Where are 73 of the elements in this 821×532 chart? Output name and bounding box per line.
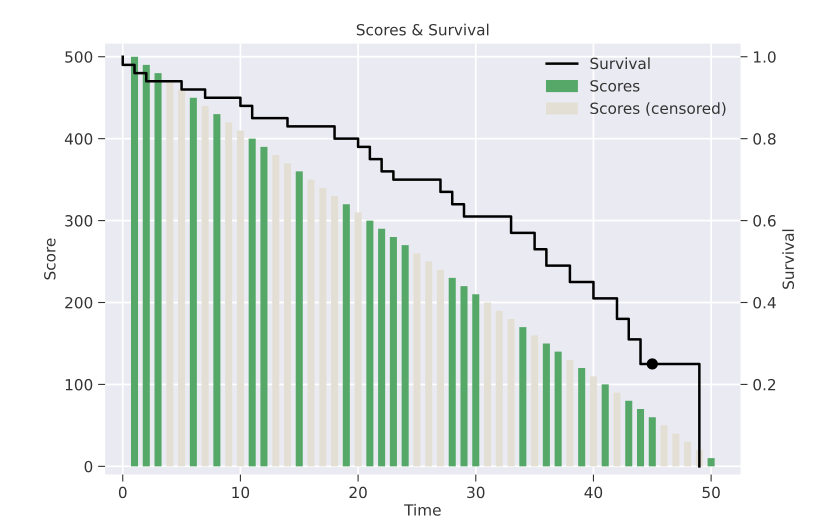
x-tick-label: 0 — [118, 486, 127, 498]
y2-axis-title: Survival — [782, 230, 794, 289]
bar — [213, 114, 220, 466]
bar — [625, 400, 632, 466]
x-tick-label: 20 — [349, 486, 367, 498]
bar — [636, 409, 644, 466]
y2-tick-label: 0.6 — [753, 215, 776, 227]
bar — [448, 278, 456, 466]
chart-title: Scores & Survival — [356, 24, 488, 36]
bar — [708, 458, 715, 466]
y-tick-label: 0 — [84, 460, 92, 472]
bar — [296, 171, 303, 466]
bar — [672, 434, 680, 466]
bar — [613, 392, 621, 466]
bar — [484, 302, 492, 466]
bar — [684, 442, 692, 466]
bar — [342, 204, 350, 466]
y-tick-label: 500 — [65, 51, 92, 63]
bar — [190, 98, 197, 466]
bar — [202, 106, 209, 466]
legend-label: Scores (censored) — [590, 102, 726, 116]
bar — [566, 360, 574, 466]
bar — [154, 73, 162, 466]
bar — [319, 188, 326, 466]
bar — [236, 130, 244, 466]
bar — [390, 236, 397, 466]
y2-tick-label: 0.8 — [753, 133, 776, 145]
y-axis-title: Score — [44, 238, 56, 280]
y-tick-label: 300 — [65, 215, 92, 227]
bar — [166, 81, 174, 466]
bar — [178, 90, 186, 466]
bar — [472, 294, 480, 466]
bar — [425, 262, 432, 466]
y2-tick-label: 0.4 — [753, 296, 776, 309]
bar — [496, 310, 503, 466]
y2-tick-label: 1.0 — [754, 51, 776, 63]
bar — [519, 327, 526, 466]
bar — [531, 335, 538, 466]
bar — [354, 212, 362, 466]
bar — [436, 270, 444, 466]
bar — [378, 228, 386, 466]
bar — [660, 425, 668, 466]
x-axis-title: Time — [404, 504, 441, 516]
legend-label: Survival — [590, 57, 650, 70]
bar — [578, 368, 586, 466]
bar — [248, 138, 256, 466]
y-tick-label: 200 — [65, 296, 92, 309]
bar — [260, 146, 268, 466]
bar — [366, 220, 374, 466]
x-tick-label: 30 — [467, 486, 484, 498]
bar — [130, 56, 138, 466]
bar — [307, 180, 315, 466]
bar — [331, 196, 338, 466]
bar — [413, 253, 420, 466]
y2-tick-label: 0.2 — [753, 378, 776, 390]
bar — [590, 376, 597, 466]
y-tick-label: 100 — [66, 378, 92, 390]
bar — [554, 352, 562, 466]
bar — [284, 163, 292, 466]
bar — [142, 64, 150, 466]
bar — [542, 343, 550, 466]
bar — [508, 318, 515, 466]
legend-label: Scores — [590, 80, 640, 92]
bar — [225, 122, 232, 466]
bar — [648, 417, 656, 466]
y-tick-label: 400 — [64, 133, 92, 145]
bar — [272, 155, 280, 466]
x-tick-label: 40 — [584, 486, 602, 498]
x-tick-label: 10 — [232, 486, 250, 498]
bar — [402, 245, 409, 466]
bar — [460, 286, 468, 466]
x-tick-label: 50 — [702, 486, 720, 498]
bar — [602, 384, 609, 466]
